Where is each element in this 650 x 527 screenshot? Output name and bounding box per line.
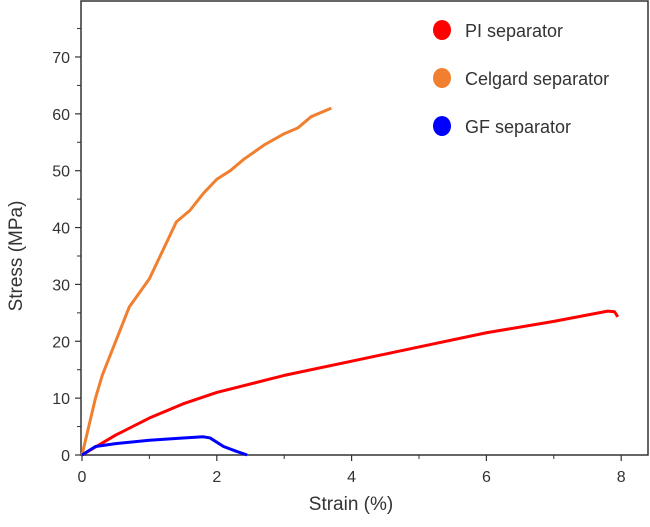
legend-marker <box>433 20 451 40</box>
y-tick-label: 60 <box>52 107 70 124</box>
series-line <box>80 106 332 456</box>
legend-marker <box>433 68 451 88</box>
x-tick-label: 4 <box>347 469 356 486</box>
x-tick-label: 8 <box>617 469 626 486</box>
series-line <box>81 435 248 457</box>
y-tick-label: 40 <box>52 221 70 238</box>
series-line <box>81 309 620 457</box>
legend-label: Celgard separator <box>465 69 609 89</box>
y-tick-label: 50 <box>52 164 70 181</box>
y-axis-label: Stress (MPa) <box>6 201 27 312</box>
y-tick-label: 70 <box>52 50 70 67</box>
y-tick-label: 20 <box>52 334 70 351</box>
x-tick-label: 0 <box>78 469 87 486</box>
y-tick-label: 10 <box>52 391 70 408</box>
x-tick-label: 2 <box>212 469 221 486</box>
legend-label: PI separator <box>465 21 563 41</box>
y-tick-label: 0 <box>61 448 70 465</box>
legend-label: GF separator <box>465 117 571 137</box>
x-tick-label: 6 <box>482 469 491 486</box>
legend-marker <box>433 116 451 136</box>
y-tick-label: 30 <box>52 277 70 294</box>
x-axis-label: Strain (%) <box>309 494 393 515</box>
